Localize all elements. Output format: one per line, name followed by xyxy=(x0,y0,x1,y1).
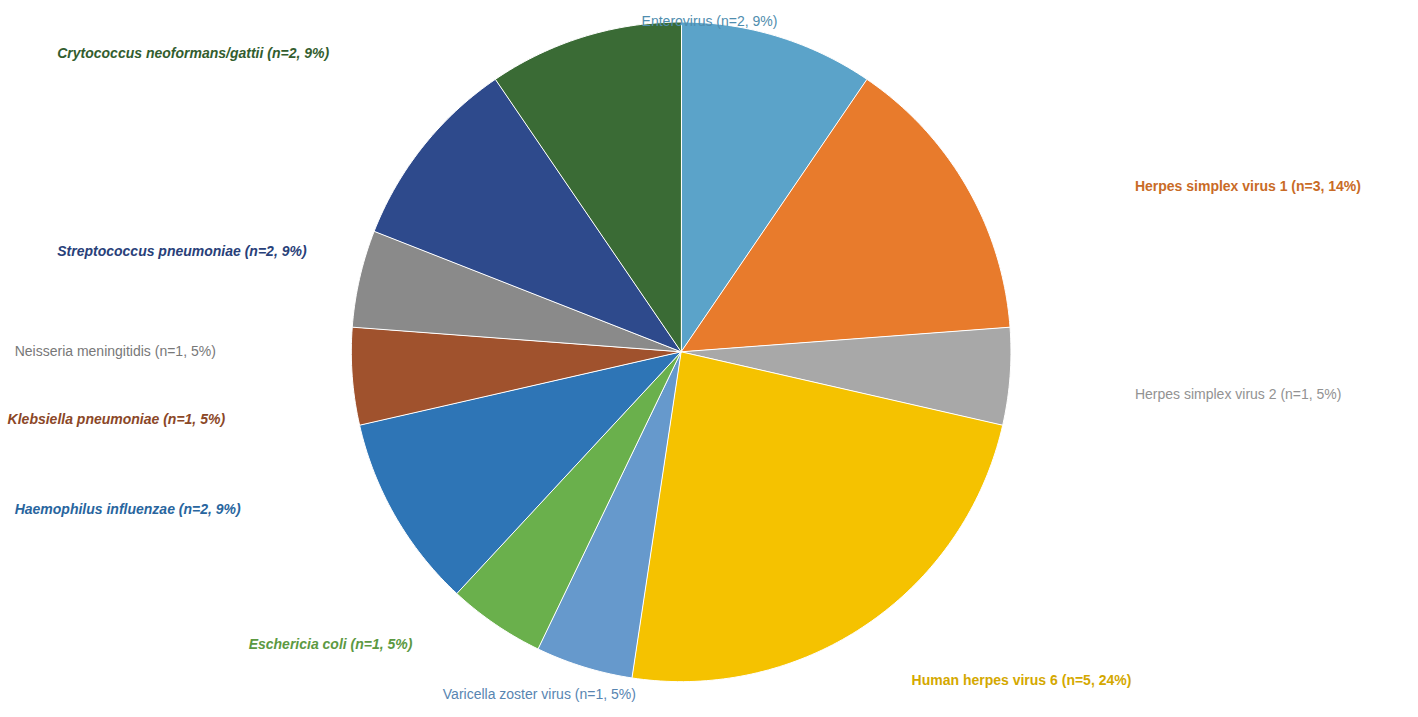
svg-text:Neisseria meningitidis (n=1, 5: Neisseria meningitidis (n=1, 5%) xyxy=(15,343,216,359)
svg-text:Enterovirus (n=2, 9%): Enterovirus (n=2, 9%) xyxy=(642,13,778,29)
svg-text:Herpes simplex virus 1 (n=3, 1: Herpes simplex virus 1 (n=3, 14%) xyxy=(1135,178,1361,194)
svg-text:Haemophilus influenzae (n=2, 9: Haemophilus influenzae (n=2, 9%) xyxy=(15,501,241,517)
svg-text:Klebsiella pneumoniae (n=1, 5%: Klebsiella pneumoniae (n=1, 5%) xyxy=(8,411,226,427)
svg-text:Eschericia coli (n=1, 5%): Eschericia coli (n=1, 5%) xyxy=(249,636,413,652)
svg-text:Varicella zoster virus (n=1, 5: Varicella zoster virus (n=1, 5%) xyxy=(443,686,636,702)
svg-text:Herpes simplex virus 2 (n=1, 5: Herpes simplex virus 2 (n=1, 5%) xyxy=(1135,386,1342,402)
svg-text:Streptococcus pneumoniae (n=2,: Streptococcus pneumoniae (n=2, 9%) xyxy=(57,243,307,259)
svg-text:Crytococcus neoformans/gattii: Crytococcus neoformans/gattii (n=2, 9%) xyxy=(57,45,329,61)
svg-text:Human herpes virus 6 (n=5, 24%: Human herpes virus 6 (n=5, 24%) xyxy=(912,672,1132,688)
